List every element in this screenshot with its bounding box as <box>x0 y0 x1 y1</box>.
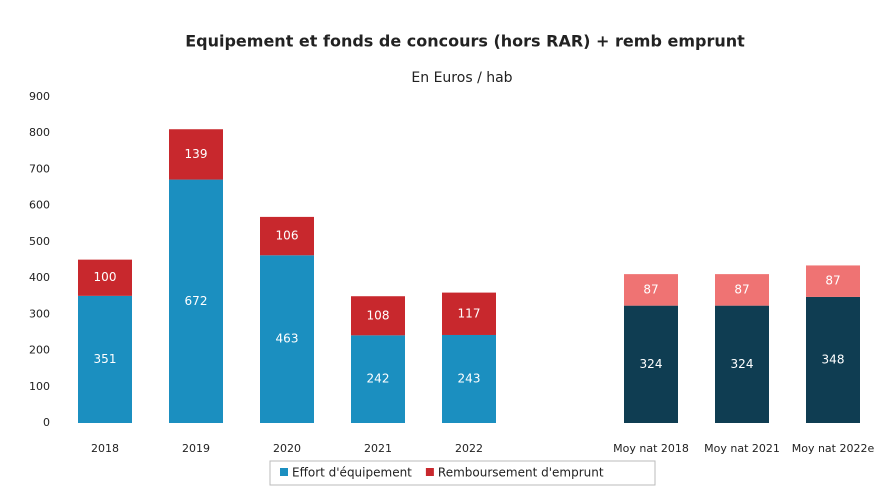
bar-segment <box>806 265 860 297</box>
bar-segment <box>169 179 223 423</box>
y-tick-label: 400 <box>29 271 50 284</box>
x-tick-label: 2022 <box>455 442 483 455</box>
y-tick-label: 200 <box>29 344 50 357</box>
y-tick-label: 500 <box>29 235 50 248</box>
x-tick-label: 2021 <box>364 442 392 455</box>
data-label: 117 <box>458 306 481 320</box>
data-label: 242 <box>367 372 390 386</box>
bar-segment <box>715 305 769 423</box>
y-tick-label: 0 <box>43 416 50 429</box>
data-label: 87 <box>734 282 749 296</box>
bar-segment <box>806 296 860 423</box>
data-label: 108 <box>367 308 390 322</box>
x-tick-label: Moy nat 2022e <box>792 442 875 455</box>
data-label: 139 <box>185 147 208 161</box>
x-tick-label: Moy nat 2021 <box>704 442 780 455</box>
data-label: 324 <box>640 357 663 371</box>
bar-segment <box>351 296 405 336</box>
legend-label: Effort d'équipement <box>292 466 412 480</box>
bar-segment <box>260 255 314 423</box>
x-tick-label: 2018 <box>91 442 119 455</box>
data-label: 351 <box>94 352 117 366</box>
y-tick-label: 800 <box>29 126 50 139</box>
bar-segment <box>78 295 132 423</box>
legend-box <box>269 460 656 486</box>
y-tick-label: 700 <box>29 162 50 175</box>
data-label: 463 <box>276 332 299 346</box>
bar-segment <box>715 274 769 306</box>
bar-segment <box>260 216 314 256</box>
y-tick-label: 600 <box>29 199 50 212</box>
data-label: 324 <box>731 357 754 371</box>
legend-swatch <box>280 468 288 476</box>
bar-segment <box>624 274 678 306</box>
data-label: 243 <box>458 371 481 385</box>
bar-segment <box>442 334 496 423</box>
legend-label: Remboursement d'emprunt <box>438 466 604 480</box>
data-label: 106 <box>276 229 299 243</box>
chart-title: Equipement et fonds de concours (hors RA… <box>185 32 745 51</box>
x-tick-label: Moy nat 2018 <box>613 442 689 455</box>
x-tick-label: 2019 <box>182 442 210 455</box>
bar-segment <box>442 292 496 335</box>
x-tick-label: 2020 <box>273 442 301 455</box>
y-tick-label: 300 <box>29 307 50 320</box>
bar-segment <box>351 335 405 423</box>
bar-segment <box>78 259 132 296</box>
y-tick-label: 100 <box>29 380 50 393</box>
bar-segment <box>624 305 678 423</box>
data-label: 87 <box>825 274 840 288</box>
chart-subtitle: En Euros / hab <box>411 70 512 86</box>
legend-swatch <box>425 468 434 476</box>
data-label: 672 <box>185 294 208 308</box>
bar-segment <box>169 129 223 180</box>
y-tick-label: 900 <box>29 90 50 103</box>
data-label: 87 <box>643 282 658 296</box>
data-label: 100 <box>94 270 117 284</box>
data-label: 348 <box>822 352 845 366</box>
